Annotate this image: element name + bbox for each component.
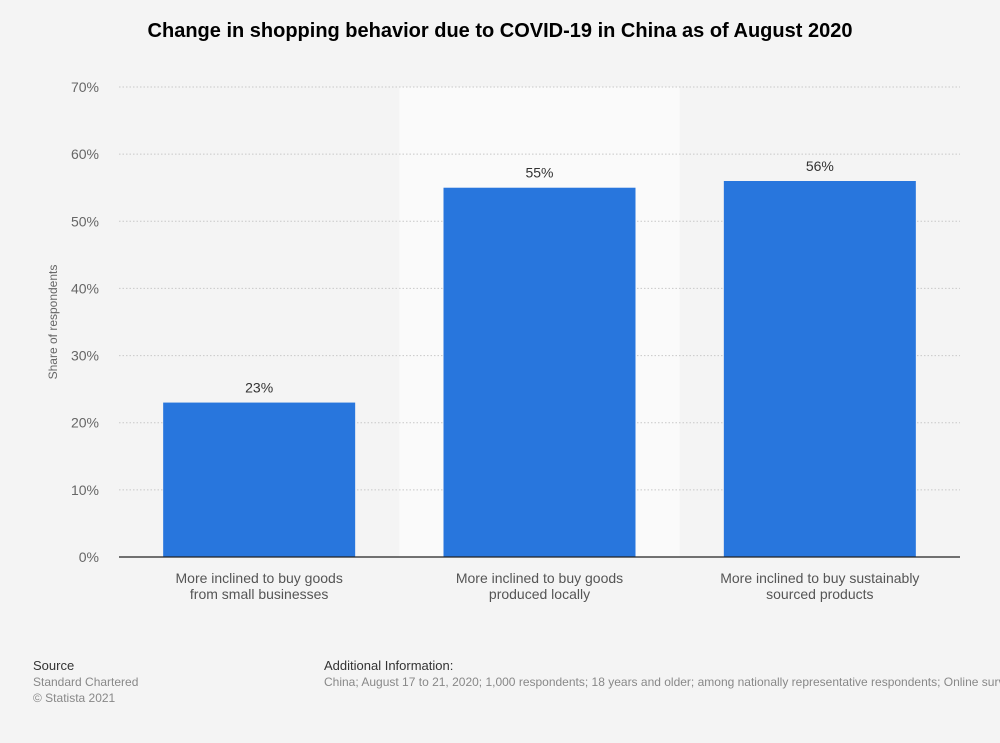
x-tick-label: produced locally: [489, 586, 590, 602]
x-tick-label: sourced products: [766, 586, 873, 602]
data-label: 56%: [806, 158, 834, 174]
additional-info-text: China; August 17 to 21, 2020; 1,000 resp…: [324, 675, 1000, 689]
source-block: Source Standard Chartered © Statista 202…: [33, 658, 138, 706]
y-tick-label: 30%: [71, 348, 99, 364]
y-tick-label: 0%: [79, 549, 99, 565]
bar[interactable]: [443, 187, 636, 557]
y-tick-label: 50%: [71, 213, 99, 229]
x-tick-label: from small businesses: [190, 586, 329, 602]
x-tick-label: More inclined to buy sustainably: [720, 570, 919, 586]
additional-info-heading: Additional Information:: [324, 658, 454, 673]
x-tick-label: More inclined to buy goods: [456, 570, 623, 586]
y-axis-title: Share of respondents: [46, 265, 60, 380]
chart-title: Change in shopping behavior due to COVID…: [147, 20, 853, 42]
source-heading: Source: [33, 658, 75, 673]
y-tick-label: 60%: [71, 146, 99, 162]
y-tick-label: 70%: [71, 79, 99, 95]
y-tick-label: 40%: [71, 280, 99, 296]
x-tick-label: More inclined to buy goods: [176, 570, 343, 586]
bar[interactable]: [163, 402, 356, 557]
additional-info-block: Additional Information: China; August 17…: [324, 658, 1000, 690]
copyright: © Statista 2021: [33, 691, 116, 705]
data-label: 23%: [245, 380, 273, 396]
y-tick-label: 10%: [71, 482, 99, 498]
y-tick-label: 20%: [71, 415, 99, 431]
data-label: 55%: [525, 165, 553, 181]
source-name[interactable]: Standard Chartered: [33, 675, 139, 689]
bar[interactable]: [723, 181, 916, 557]
